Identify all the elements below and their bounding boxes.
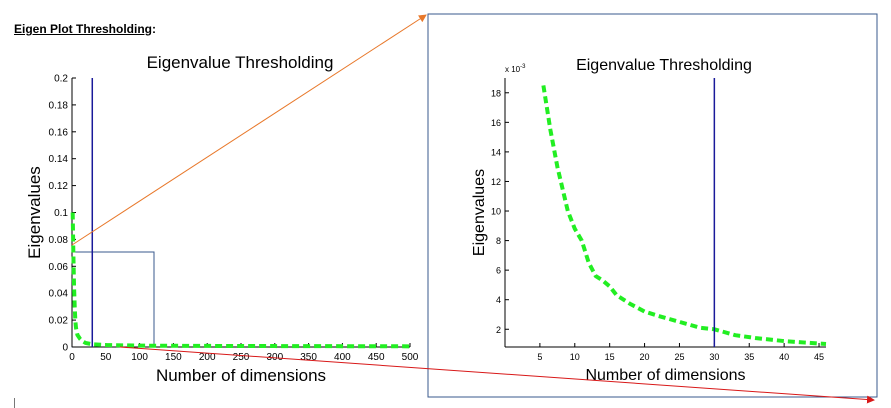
y-tick-label: 0.08 xyxy=(49,235,69,246)
x-tick-label: 15 xyxy=(605,352,615,362)
x-tick-label: 10 xyxy=(570,352,580,362)
x-tick-label: 25 xyxy=(674,352,684,362)
x-tick-label: 20 xyxy=(640,352,650,362)
y-tick-label: 4 xyxy=(496,295,501,305)
y-axis-label: Eigenvalues xyxy=(471,169,488,256)
heading-suffix: : xyxy=(152,22,156,36)
x-tick-label: 150 xyxy=(165,352,182,363)
chart-full-range: 05010015020025030035040045050000.020.040… xyxy=(25,53,419,385)
chart-zoomed: 5 10 15 20 25 30 35 40 45 2 4 6 8 10 12 14 16 18 Eigenvalu… xyxy=(471,57,827,384)
x-axis-label: Number of dimensions xyxy=(156,366,326,385)
x-tick-label: 5 xyxy=(537,352,542,362)
x-tick-label: 0 xyxy=(69,352,75,363)
y-multiplier-label: x 10-3 xyxy=(505,64,526,74)
x-tick-label: 400 xyxy=(334,352,351,363)
x-tick-label: 100 xyxy=(131,352,148,363)
y-tick-label: 0.18 xyxy=(49,100,69,111)
zoom-arrow-top xyxy=(71,14,427,246)
zoom-arrow-bottom xyxy=(119,346,875,404)
x-tick-label: 45 xyxy=(814,352,824,362)
eigenvalue-series-line xyxy=(541,85,827,347)
x-tick-label: 40 xyxy=(779,352,789,362)
y-tick-label: 0.2 xyxy=(54,74,68,85)
y-tick-label: 0.06 xyxy=(49,262,69,273)
text-cursor xyxy=(14,398,15,408)
y-tick-label: 18 xyxy=(491,88,501,98)
y-tick-label: 0.02 xyxy=(49,316,69,327)
y-tick-label: 0.14 xyxy=(49,154,69,165)
x-tick-label: 350 xyxy=(300,352,317,363)
y-tick-label: 2 xyxy=(496,325,501,335)
x-axis-label: Number of dimensions xyxy=(585,367,745,384)
x-tick-label: 500 xyxy=(402,352,419,363)
y-multiplier-base: x 10 xyxy=(505,65,521,74)
y-tick-label: 8 xyxy=(496,236,501,246)
y-axis-label: Eigenvalues xyxy=(25,166,44,259)
y-tick-label: 14 xyxy=(491,147,501,157)
y-tick-label: 0.16 xyxy=(49,127,69,138)
y-tick-label: 0.04 xyxy=(49,289,69,300)
page-heading: Eigen Plot Thresholding: xyxy=(14,22,156,36)
x-tick-label: 35 xyxy=(744,352,754,362)
x-tick-label: 450 xyxy=(368,352,385,363)
eigenvalue-series-line xyxy=(70,212,411,349)
y-multiplier-exponent: -3 xyxy=(520,64,526,70)
y-tick-label: 16 xyxy=(491,118,501,128)
zoom-frame xyxy=(427,13,878,398)
y-tick-label: 0.1 xyxy=(54,208,68,219)
zoom-region-box xyxy=(71,251,155,348)
y-tick-label: 12 xyxy=(491,177,501,187)
chart-title: Eigenvalue Thresholding xyxy=(147,53,334,72)
x-tick-label: 250 xyxy=(233,352,250,363)
x-tick-label: 30 xyxy=(709,352,719,362)
chart-title: Eigenvalue Thresholding xyxy=(576,57,752,74)
x-tick-label: 200 xyxy=(199,352,216,363)
y-tick-label: 0.12 xyxy=(49,181,69,192)
y-tick-label: 10 xyxy=(491,207,501,217)
heading-title: Eigen Plot Thresholding xyxy=(14,22,152,36)
y-tick-label: 6 xyxy=(496,266,501,276)
x-tick-label: 50 xyxy=(100,352,112,363)
y-tick-label: 0 xyxy=(62,343,68,354)
